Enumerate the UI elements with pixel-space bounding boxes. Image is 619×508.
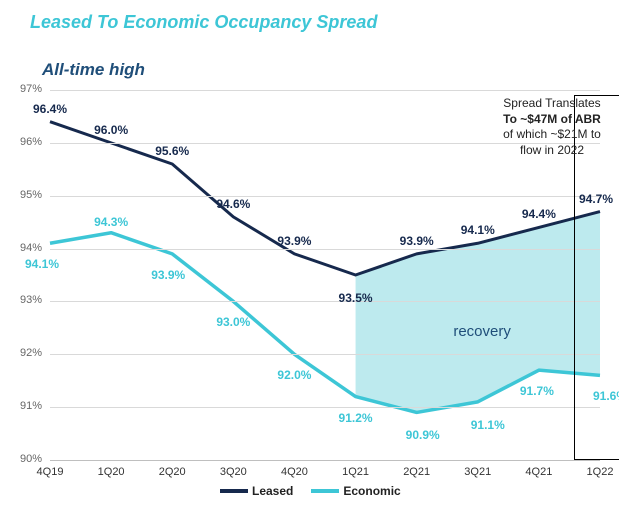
- data-label-economic: 94.1%: [25, 257, 59, 271]
- data-label-leased: 96.4%: [33, 102, 67, 116]
- gridline: [50, 354, 600, 355]
- data-label-economic: 92.0%: [277, 368, 311, 382]
- data-label-economic: 91.1%: [471, 418, 505, 432]
- data-label-leased: 93.9%: [277, 234, 311, 248]
- y-tick-label: 94%: [8, 242, 42, 254]
- x-tick-label: 3Q20: [209, 466, 257, 478]
- gridline: [50, 407, 600, 408]
- y-tick-label: 92%: [8, 347, 42, 359]
- recovery-label: recovery: [453, 323, 511, 340]
- chart-subtitle: All-time high: [42, 60, 145, 80]
- data-label-economic: 93.9%: [151, 268, 185, 282]
- legend-item-leased: Leased: [220, 484, 293, 498]
- legend-label-economic: Economic: [343, 484, 400, 498]
- chart-title: Leased To Economic Occupancy Spread: [30, 12, 377, 33]
- gridline: [50, 301, 600, 302]
- data-label-leased: 93.5%: [339, 291, 373, 305]
- data-label-economic: 93.0%: [216, 315, 250, 329]
- x-tick-label: 4Q21: [515, 466, 563, 478]
- x-tick-label: 1Q20: [87, 466, 135, 478]
- recovery-fill: [356, 212, 600, 413]
- data-label-leased: 94.4%: [522, 207, 556, 221]
- y-tick-label: 97%: [8, 83, 42, 95]
- data-label-leased: 94.1%: [461, 223, 495, 237]
- x-tick-label: 3Q21: [454, 466, 502, 478]
- data-label-leased: 95.6%: [155, 144, 189, 158]
- y-tick-label: 90%: [8, 453, 42, 465]
- x-tick-label: 1Q22: [576, 466, 619, 478]
- legend-label-leased: Leased: [252, 484, 293, 498]
- data-label-economic: 91.7%: [520, 384, 554, 398]
- x-tick-label: 2Q20: [148, 466, 196, 478]
- x-tick-label: 1Q21: [332, 466, 380, 478]
- occupancy-chart: 90% 91% 92% 93% 94% 95% 96% 97% 4Q19 1Q20 2Q20 3Q20…: [0, 80, 619, 508]
- gridline: [50, 90, 600, 91]
- annotation-text: Spread TranslatesTo ~$47M of ABRof which…: [492, 96, 612, 158]
- data-label-leased: 96.0%: [94, 123, 128, 137]
- legend-swatch-economic: [311, 489, 339, 493]
- y-tick-label: 93%: [8, 294, 42, 306]
- gridline: [50, 196, 600, 197]
- legend-item-economic: Economic: [311, 484, 400, 498]
- x-tick-label: 4Q19: [26, 466, 74, 478]
- x-axis: [50, 460, 600, 461]
- gridline: [50, 249, 600, 250]
- y-tick-label: 96%: [8, 136, 42, 148]
- data-label-leased: 94.6%: [216, 197, 250, 211]
- data-label-economic: 91.2%: [339, 411, 373, 425]
- x-tick-label: 2Q21: [393, 466, 441, 478]
- legend-swatch-leased: [220, 489, 248, 493]
- x-tick-label: 4Q20: [270, 466, 318, 478]
- legend: Leased Economic: [220, 484, 401, 498]
- data-label-leased: 93.9%: [400, 234, 434, 248]
- data-label-economic: 90.9%: [406, 428, 440, 442]
- y-tick-label: 95%: [8, 189, 42, 201]
- data-label-economic: 94.3%: [94, 215, 128, 229]
- y-tick-label: 91%: [8, 400, 42, 412]
